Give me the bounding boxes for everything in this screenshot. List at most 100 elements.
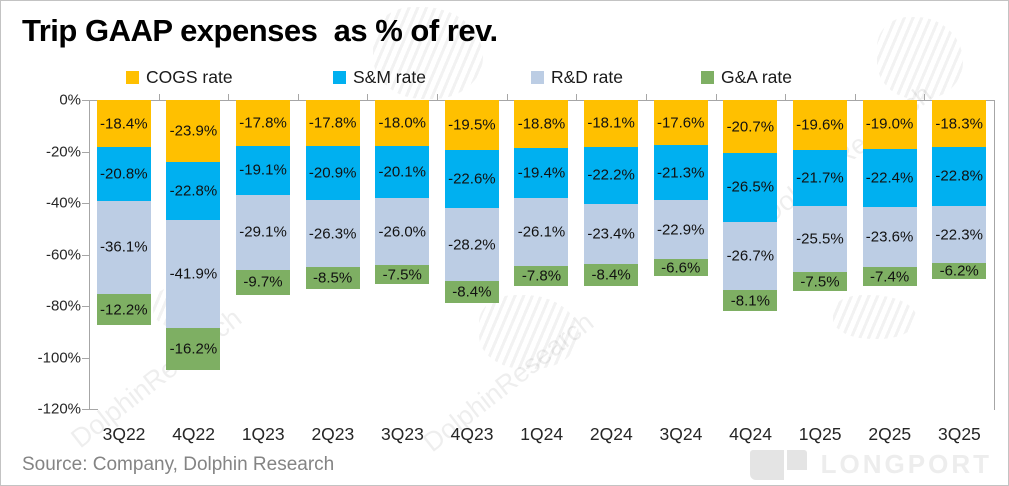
data-label: -7.5% bbox=[800, 273, 840, 291]
bar-column-4Q22: -23.9% -22.8% -41.9% -16.2% bbox=[159, 100, 229, 370]
data-label: -20.7% bbox=[726, 118, 775, 136]
bar-segment: -19.4% bbox=[514, 148, 569, 199]
data-label: -20.9% bbox=[308, 164, 357, 182]
data-label: -26.0% bbox=[378, 223, 427, 241]
bar-segment: -19.6% bbox=[792, 100, 847, 151]
data-label: -8.5% bbox=[313, 269, 353, 287]
data-label: -22.8% bbox=[935, 167, 983, 185]
data-label: -19.1% bbox=[239, 161, 287, 179]
bar-segment: -20.9% bbox=[305, 145, 360, 200]
data-label: -25.5% bbox=[796, 230, 844, 248]
data-label: -22.2% bbox=[587, 166, 635, 184]
x-tick-label: 4Q24 bbox=[729, 424, 772, 444]
data-label: -6.6% bbox=[661, 259, 701, 277]
bar-segment: -29.1% bbox=[236, 195, 291, 270]
category-tick-mark bbox=[367, 94, 369, 100]
data-label: -17.6% bbox=[656, 114, 705, 132]
category-tick-mark bbox=[297, 94, 299, 100]
bar-segment: -7.5% bbox=[792, 272, 847, 292]
longport-watermark: LONGPORT bbox=[749, 449, 992, 480]
bar-segment: -18.0% bbox=[375, 100, 430, 147]
bar-segment: -26.5% bbox=[723, 153, 778, 222]
data-label: -7.4% bbox=[869, 268, 910, 286]
bar-segment: -26.7% bbox=[723, 221, 778, 291]
data-label: -26.5% bbox=[726, 178, 775, 196]
watermark-stripes bbox=[877, 17, 963, 99]
bar-segment: -25.5% bbox=[792, 206, 847, 272]
data-label: -19.5% bbox=[448, 116, 496, 134]
bar-segment: -8.4% bbox=[444, 281, 499, 303]
bar-segment: -22.2% bbox=[584, 146, 639, 204]
bar-segment: -18.8% bbox=[514, 100, 569, 149]
plot-area: -18.4% -20.8% -36.1% -12.2% -23.9% -22.8% -41.… bbox=[89, 100, 994, 409]
right-border-line bbox=[994, 100, 995, 410]
bar-segment: -22.4% bbox=[862, 148, 917, 207]
data-label: -18.8% bbox=[517, 115, 566, 133]
bar-column-2Q24: -18.1% -22.2% -23.4% -8.4% bbox=[576, 100, 646, 286]
bar-segment: -36.1% bbox=[96, 200, 151, 294]
x-tick-label: 3Q24 bbox=[659, 424, 703, 444]
data-label: -36.1% bbox=[100, 238, 148, 256]
data-label: -16.2% bbox=[169, 340, 218, 358]
category-tick-mark bbox=[576, 94, 578, 100]
data-label: -22.4% bbox=[865, 169, 914, 187]
bar-segment: -21.3% bbox=[653, 145, 708, 201]
bar-column-3Q25: -18.3% -22.8% -22.3% -6.2% bbox=[924, 100, 994, 280]
y-tick-mark bbox=[82, 306, 89, 307]
longport-logo-text: LONGPORT bbox=[820, 449, 992, 479]
y-tick-mark bbox=[82, 357, 89, 359]
bar-segment: -8.5% bbox=[305, 267, 360, 290]
bar-segment: -21.7% bbox=[792, 150, 847, 207]
data-label: -20.8% bbox=[100, 165, 148, 183]
data-label: -22.6% bbox=[448, 170, 496, 188]
data-label: -18.1% bbox=[587, 114, 635, 132]
data-label: -6.2% bbox=[939, 262, 979, 280]
bar-segment: -19.1% bbox=[236, 145, 291, 195]
bar-segment: -6.6% bbox=[653, 259, 708, 277]
bar-segment: -7.8% bbox=[514, 265, 569, 286]
bar-segment: -28.2% bbox=[444, 208, 499, 281]
category-tick-mark bbox=[924, 94, 926, 100]
y-tick-label: -80% bbox=[45, 297, 81, 315]
bar-column-3Q24: -17.6% -21.3% -22.9% -6.6% bbox=[646, 100, 716, 277]
data-label: -22.9% bbox=[656, 221, 705, 239]
x-tick-label: 1Q23 bbox=[241, 424, 285, 444]
bar-segment: -23.6% bbox=[862, 206, 917, 268]
y-tick-label: -120% bbox=[37, 400, 81, 418]
bar-column-4Q23: -19.5% -22.6% -28.2% -8.4% bbox=[437, 100, 507, 303]
bar-segment: -41.9% bbox=[166, 220, 221, 329]
data-label: -8.4% bbox=[452, 283, 492, 301]
data-label: -12.2% bbox=[100, 301, 148, 319]
y-tick-mark bbox=[82, 203, 89, 204]
bar-segment: -18.3% bbox=[932, 100, 987, 148]
legend-label: R&D rate bbox=[551, 66, 623, 87]
data-label: -8.1% bbox=[730, 292, 770, 310]
category-tick-mark bbox=[158, 94, 160, 100]
data-label: -26.1% bbox=[517, 223, 566, 241]
longport-logo-icon bbox=[749, 449, 807, 480]
category-tick-mark bbox=[785, 94, 787, 100]
legend-item-1: COGS rate bbox=[126, 65, 233, 89]
legend-swatch bbox=[126, 70, 139, 84]
data-label: -28.2% bbox=[448, 236, 496, 254]
data-label: -22.8% bbox=[169, 182, 218, 200]
x-tick-label: 4Q22 bbox=[172, 424, 216, 444]
x-tick-label: 2Q25 bbox=[868, 424, 912, 444]
bar-segment: -20.7% bbox=[723, 100, 778, 154]
bar-segment: -26.3% bbox=[305, 199, 360, 268]
y-tick-mark bbox=[82, 409, 89, 410]
category-tick-mark bbox=[437, 94, 439, 100]
bar-segment: -20.8% bbox=[96, 147, 151, 201]
x-tick-label: 3Q23 bbox=[381, 424, 424, 444]
bar-segment: -22.8% bbox=[932, 147, 987, 206]
bar-column-3Q23: -18.0% -20.1% -26.0% -7.5% bbox=[367, 100, 437, 285]
data-label: -23.9% bbox=[169, 122, 218, 140]
data-label: -7.8% bbox=[521, 267, 562, 285]
x-tick-label: 1Q24 bbox=[520, 424, 564, 444]
bar-segment: -7.5% bbox=[375, 265, 430, 285]
bar-segment: -16.2% bbox=[166, 328, 221, 370]
legend-swatch bbox=[701, 70, 714, 84]
bar-segment: -26.0% bbox=[375, 198, 430, 266]
y-axis-foot bbox=[89, 409, 98, 410]
